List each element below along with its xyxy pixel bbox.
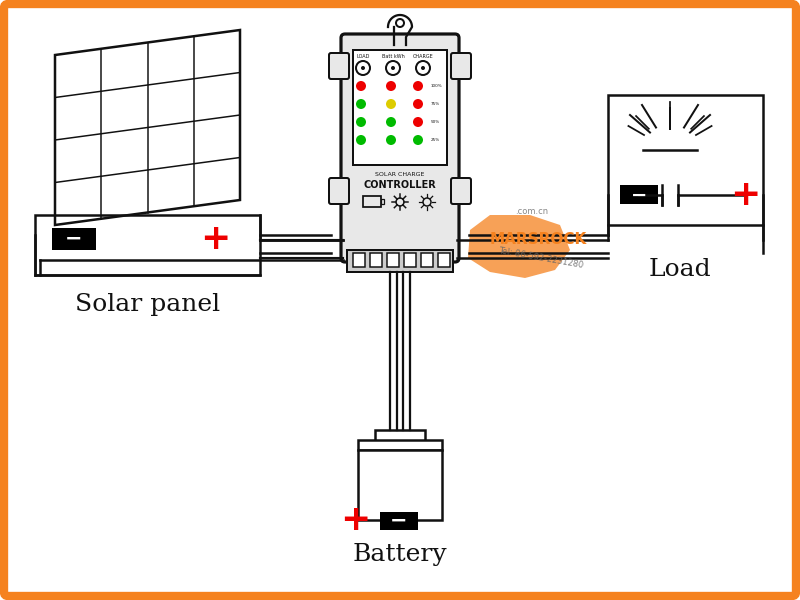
Text: Load: Load bbox=[649, 259, 711, 281]
Bar bbox=[353, 253, 365, 267]
Bar bbox=[652, 150, 688, 185]
Text: CHARGE: CHARGE bbox=[413, 53, 434, 58]
Bar bbox=[381, 199, 384, 204]
Text: Batt kWh: Batt kWh bbox=[382, 53, 404, 58]
Bar bbox=[608, 95, 763, 225]
Circle shape bbox=[386, 99, 396, 109]
Bar bbox=[421, 253, 433, 267]
FancyBboxPatch shape bbox=[451, 53, 471, 79]
Bar bbox=[52, 228, 96, 250]
Text: SOLAR CHARGE: SOLAR CHARGE bbox=[375, 173, 425, 178]
Bar bbox=[387, 253, 399, 267]
FancyBboxPatch shape bbox=[451, 178, 471, 204]
Circle shape bbox=[391, 66, 395, 70]
FancyBboxPatch shape bbox=[329, 178, 349, 204]
Bar bbox=[375, 430, 425, 442]
Circle shape bbox=[356, 99, 366, 109]
Circle shape bbox=[396, 19, 404, 27]
Text: LOAD: LOAD bbox=[356, 53, 370, 58]
Bar bbox=[358, 450, 442, 520]
Polygon shape bbox=[468, 215, 570, 278]
Text: .com.cn: .com.cn bbox=[515, 208, 548, 217]
Text: +: + bbox=[340, 503, 370, 537]
Text: CONTROLLER: CONTROLLER bbox=[364, 180, 436, 190]
FancyBboxPatch shape bbox=[329, 53, 349, 79]
Circle shape bbox=[386, 135, 396, 145]
Bar bbox=[347, 250, 453, 272]
Circle shape bbox=[386, 117, 396, 127]
Text: +: + bbox=[730, 178, 760, 212]
Bar bbox=[363, 196, 381, 207]
Circle shape bbox=[413, 99, 423, 109]
Text: −: − bbox=[390, 511, 408, 531]
Bar bbox=[620, 185, 658, 204]
Circle shape bbox=[421, 66, 425, 70]
Text: 50%: 50% bbox=[431, 120, 440, 124]
Text: Battery: Battery bbox=[353, 544, 447, 566]
Circle shape bbox=[413, 117, 423, 127]
Circle shape bbox=[356, 117, 366, 127]
Bar bbox=[358, 440, 442, 450]
Text: −: − bbox=[631, 185, 647, 205]
Bar bbox=[380, 512, 418, 530]
Circle shape bbox=[356, 135, 366, 145]
FancyBboxPatch shape bbox=[341, 34, 459, 262]
Text: 100%: 100% bbox=[431, 84, 442, 88]
Bar bbox=[438, 253, 450, 267]
Bar bbox=[35, 215, 260, 275]
Text: 75%: 75% bbox=[431, 102, 440, 106]
Circle shape bbox=[413, 81, 423, 91]
Bar bbox=[353, 50, 447, 165]
Text: Solar panel: Solar panel bbox=[75, 293, 221, 317]
Text: MARSROCK: MARSROCK bbox=[490, 232, 587, 247]
Text: +: + bbox=[200, 222, 230, 256]
Circle shape bbox=[361, 66, 365, 70]
Circle shape bbox=[386, 81, 396, 91]
Circle shape bbox=[356, 81, 366, 91]
Text: −: − bbox=[66, 229, 82, 249]
Bar bbox=[370, 253, 382, 267]
Bar bbox=[404, 253, 416, 267]
Circle shape bbox=[413, 135, 423, 145]
Text: 25%: 25% bbox=[431, 138, 440, 142]
Text: Tel: 86-592-2231280: Tel: 86-592-2231280 bbox=[498, 246, 584, 270]
